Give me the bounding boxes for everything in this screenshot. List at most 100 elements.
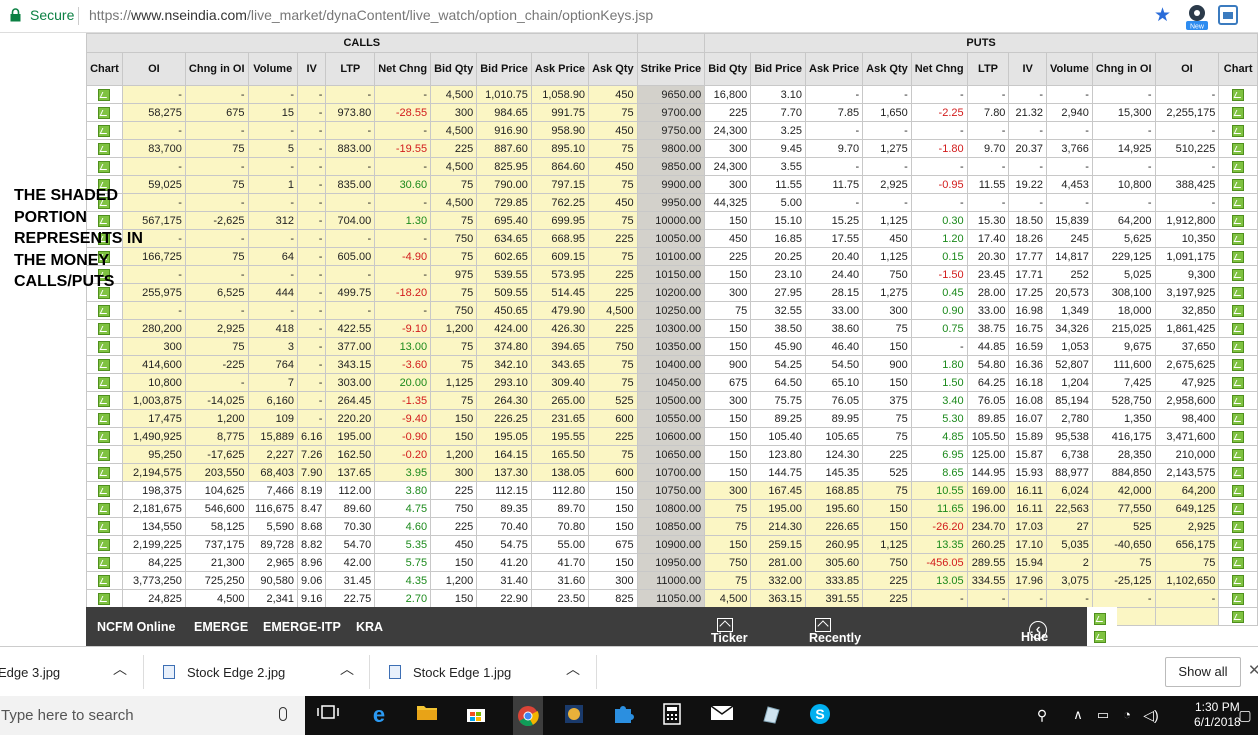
task-view-icon[interactable] [316,703,340,727]
strike-price-cell[interactable]: 9850.00 [636,157,706,176]
chart-icon[interactable] [98,466,111,479]
chart-icon[interactable] [98,178,111,191]
chart-icon[interactable] [1232,538,1245,551]
chart-icon[interactable] [1232,574,1245,587]
download-item-3[interactable]: Stock Edge 1.jpg [389,665,511,680]
notification-icon[interactable]: ▢ [1238,707,1252,723]
chevron-up-icon[interactable]: ︿ [113,661,127,677]
extension-new-icon[interactable]: New [1184,3,1210,31]
strike-price-cell[interactable]: 10150.00 [636,265,706,284]
chart-icon[interactable] [1232,340,1245,353]
chart-icon[interactable] [98,214,111,227]
strike-price-cell[interactable]: 10850.00 [636,517,706,536]
close-icon[interactable]: ✕ [1248,662,1258,679]
strike-price-cell[interactable]: 9700.00 [636,103,706,122]
chart-icon[interactable] [1232,268,1245,281]
skype-icon[interactable]: S [808,703,832,727]
chart-icon[interactable] [98,394,111,407]
chart-icon[interactable] [98,142,111,155]
chart-icon[interactable] [1232,322,1245,335]
chart-icon[interactable] [98,358,111,371]
chart-icon[interactable] [1094,631,1106,643]
chart-icon[interactable] [1232,448,1245,461]
strike-price-cell[interactable]: 10400.00 [636,355,706,374]
strike-price-cell[interactable]: 10750.00 [636,481,706,500]
ncfm-online-link[interactable]: NCFM Online [97,620,176,634]
people-icon[interactable]: ⚲ [1036,707,1048,723]
file-explorer-icon[interactable] [415,703,439,727]
extension-icon[interactable] [1218,5,1238,25]
bookmark-star-icon[interactable]: ★ [1154,5,1172,26]
chart-icon[interactable] [1232,466,1245,479]
ticker-button[interactable]: Ticker [711,618,748,645]
chart-icon[interactable] [98,88,111,101]
address-bar[interactable]: Secure https://www.nseindia.com/live_mar… [0,0,1258,33]
chart-icon[interactable] [1232,124,1245,137]
chart-icon[interactable] [98,286,111,299]
strike-price-cell[interactable]: 9950.00 [636,193,706,212]
chart-icon[interactable] [98,448,111,461]
chart-icon[interactable] [1232,484,1245,497]
chart-icon[interactable] [98,232,111,245]
strike-price-cell[interactable]: 10100.00 [636,247,706,266]
wifi-icon[interactable]: ◔ [1123,707,1131,722]
chart-icon[interactable] [98,106,111,119]
store-icon[interactable] [464,703,488,727]
chart-icon[interactable] [1232,106,1245,119]
notes-icon[interactable] [759,703,783,727]
puzzle-icon[interactable] [611,703,635,727]
strike-price-cell[interactable]: 11000.00 [636,571,706,590]
download-item-2[interactable]: Stock Edge 2.jpg [163,665,285,680]
chart-icon[interactable] [1232,286,1245,299]
show-all-button[interactable]: Show all [1165,657,1241,687]
strike-price-cell[interactable]: 10950.00 [636,553,706,572]
chart-icon[interactable] [98,538,111,551]
strike-price-cell[interactable]: 9900.00 [636,175,706,194]
chart-icon[interactable] [1094,613,1106,625]
chart-icon[interactable] [98,268,111,281]
strike-price-cell[interactable]: 10200.00 [636,283,706,302]
taskbar-search[interactable]: Type here to search [0,696,305,735]
chart-icon[interactable] [1232,556,1245,569]
chart-icon[interactable] [1232,196,1245,209]
chart-icon[interactable] [98,322,111,335]
chart-icon[interactable] [1232,430,1245,443]
chart-icon[interactable] [98,556,111,569]
chart-icon[interactable] [1232,142,1245,155]
chevron-up-icon[interactable]: ︿ [340,661,354,677]
strike-price-cell[interactable]: 10450.00 [636,373,706,392]
chart-icon[interactable] [1232,160,1245,173]
emerge-itp-link[interactable]: EMERGE-ITP [263,620,341,634]
chevron-up-icon[interactable]: ∧ [1073,707,1083,722]
chart-icon[interactable] [1232,610,1245,623]
battery-icon[interactable]: ▭ [1096,707,1110,722]
chart-icon[interactable] [98,502,111,515]
chart-icon[interactable] [1232,250,1245,263]
hide-button[interactable]: Hide ‹ [1021,617,1048,644]
chart-icon[interactable] [98,196,111,209]
chart-icon[interactable] [1232,304,1245,317]
chart-icon[interactable] [1232,394,1245,407]
chart-icon[interactable] [98,304,111,317]
chart-icon[interactable] [98,520,111,533]
app-icon[interactable] [562,703,586,727]
chart-icon[interactable] [1232,232,1245,245]
strike-price-cell[interactable]: 10250.00 [636,301,706,320]
strike-price-cell[interactable]: 10300.00 [636,319,706,338]
chart-icon[interactable] [98,160,111,173]
chart-icon[interactable] [98,124,111,137]
download-item-1[interactable]: Edge 3.jpg [0,665,61,680]
strike-price-cell[interactable]: 10350.00 [636,337,706,356]
kra-link[interactable]: KRA [356,620,384,634]
chart-icon[interactable] [1232,592,1245,605]
chart-icon[interactable] [98,484,111,497]
chart-icon[interactable] [98,412,111,425]
strike-price-cell[interactable]: 10500.00 [636,391,706,410]
emerge-link[interactable]: EMERGE [194,620,249,634]
chart-icon[interactable] [1232,520,1245,533]
strike-price-cell[interactable]: 11050.00 [636,589,706,608]
strike-price-cell[interactable]: 9800.00 [636,139,706,158]
chrome-icon[interactable] [513,696,543,735]
chart-icon[interactable] [98,340,111,353]
strike-price-cell[interactable]: 10800.00 [636,499,706,518]
